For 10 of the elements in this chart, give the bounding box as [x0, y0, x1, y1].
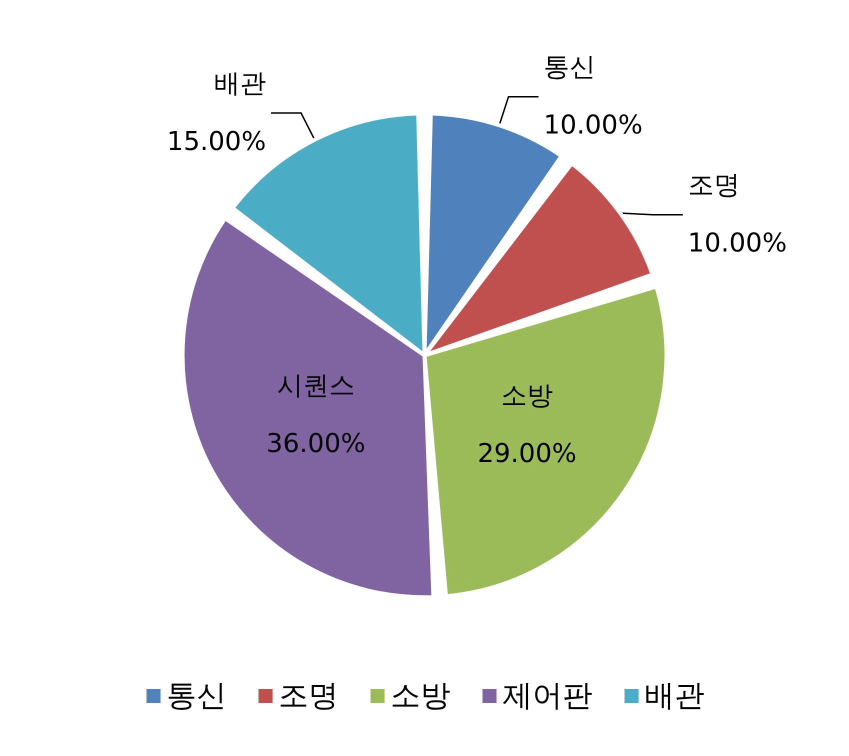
legend-label: 조명 — [278, 678, 338, 714]
data-label: 통신 10.00% — [544, 52, 643, 141]
data-label: 조명 10.00% — [688, 170, 787, 259]
legend-label: 통신 — [166, 678, 226, 714]
data-label: 시퀀스 36.00% — [266, 371, 366, 460]
data-label: 배관 15.00% — [166, 69, 266, 158]
legend-label: 배관 — [644, 678, 704, 714]
data-label: 소방 29.00% — [477, 380, 577, 469]
legend-label: 제어판 — [502, 678, 592, 714]
legend-label: 소방 — [390, 678, 450, 714]
